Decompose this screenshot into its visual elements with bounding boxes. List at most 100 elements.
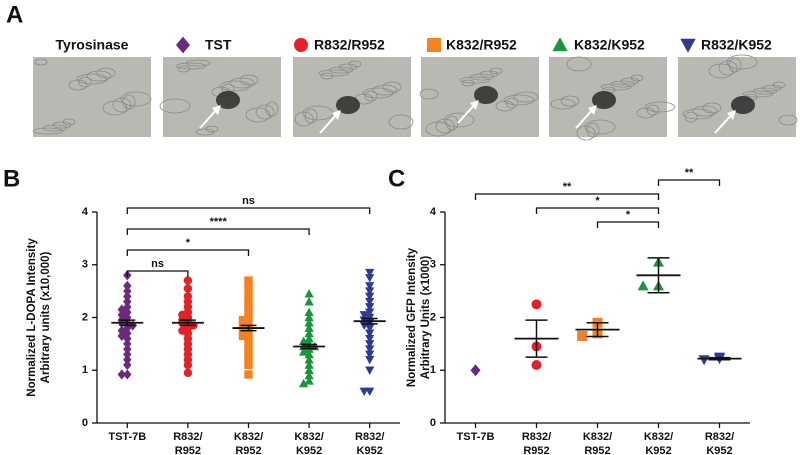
micrograph xyxy=(33,57,151,137)
cell xyxy=(265,101,279,117)
data-point xyxy=(244,302,253,312)
cell xyxy=(120,91,152,107)
legend-label: K832/K952 xyxy=(574,37,645,53)
data-point xyxy=(123,344,132,355)
cell xyxy=(644,101,676,113)
data-point xyxy=(304,355,314,364)
x-tick-label: K952 xyxy=(706,445,732,455)
data-point xyxy=(304,349,314,359)
significance-bracket xyxy=(474,193,660,200)
cell xyxy=(550,98,576,110)
data-point xyxy=(244,318,253,327)
x-tick-label: TST-7B xyxy=(108,431,146,443)
cell xyxy=(255,104,275,120)
cell xyxy=(219,80,251,92)
data-point xyxy=(123,349,132,360)
data-point xyxy=(244,313,253,322)
data-point xyxy=(123,369,132,380)
data-point xyxy=(365,340,375,349)
y-tick-label: 4 xyxy=(82,206,89,218)
x-tick-label: R832/ xyxy=(355,431,384,443)
data-point xyxy=(298,347,309,356)
cell xyxy=(600,83,632,91)
data-point xyxy=(117,309,126,320)
x-tick-label: K952 xyxy=(296,445,322,455)
data-point xyxy=(365,308,375,317)
significance-label: * xyxy=(186,237,191,249)
y-tick-label: 2 xyxy=(82,311,88,323)
y-tick-label: 2 xyxy=(430,311,436,323)
cell xyxy=(229,77,255,89)
data-point xyxy=(365,324,375,333)
data-point xyxy=(244,370,253,379)
data-point xyxy=(238,331,248,341)
x-tick-label: K952 xyxy=(357,445,383,455)
y-tick-label: 1 xyxy=(82,364,88,376)
significance-bracket xyxy=(126,207,371,214)
data-point xyxy=(304,370,314,380)
data-point xyxy=(304,323,314,332)
legend-marker xyxy=(294,38,308,52)
y-axis-title: Arbitrary units (x10,000) xyxy=(40,252,52,384)
y-axis-title: Normalized L-DOPA Intensity xyxy=(26,238,38,397)
melanin xyxy=(731,96,755,114)
data-point xyxy=(117,325,126,336)
y-tick-label: 1 xyxy=(430,364,436,376)
significance-bracket xyxy=(596,221,660,228)
cell xyxy=(86,70,112,82)
data-point xyxy=(365,345,375,354)
arrow-head xyxy=(470,100,479,110)
data-point xyxy=(365,287,375,296)
significance-bracket xyxy=(657,179,721,186)
data-point xyxy=(244,360,253,370)
cell xyxy=(159,98,191,114)
data-point xyxy=(359,311,369,320)
data-point xyxy=(365,334,375,344)
x-tick-label: R952 xyxy=(235,445,261,455)
cell xyxy=(726,54,758,70)
cell xyxy=(684,111,698,123)
cell xyxy=(692,105,718,117)
data-point xyxy=(244,339,253,349)
cell xyxy=(778,114,798,126)
melanin xyxy=(336,96,360,114)
x-tick-label: R952 xyxy=(584,445,610,455)
cell xyxy=(205,125,219,133)
cell xyxy=(718,60,738,76)
data-point xyxy=(244,281,253,291)
cell xyxy=(682,108,714,120)
data-point xyxy=(359,387,369,396)
melanin xyxy=(592,91,616,109)
significance-label: ** xyxy=(685,167,694,179)
data-point xyxy=(123,333,132,344)
significance-label: ns xyxy=(151,258,164,270)
cell xyxy=(78,76,92,88)
cell xyxy=(584,119,616,135)
data-point xyxy=(365,282,375,291)
micrograph xyxy=(678,57,796,137)
data-point xyxy=(531,359,542,370)
y-tick-label: 0 xyxy=(430,417,436,429)
y-axis-title: Normalized GFP Intensity xyxy=(406,247,418,387)
data-point xyxy=(123,296,132,307)
x-tick-label: R832/ xyxy=(522,431,551,443)
data-point xyxy=(365,268,375,278)
data-point xyxy=(123,328,132,339)
cell xyxy=(728,57,742,73)
data-point xyxy=(304,297,314,306)
cell xyxy=(382,81,402,93)
cell xyxy=(742,90,774,98)
data-point xyxy=(531,299,542,310)
data-point xyxy=(238,315,248,325)
arrow-head xyxy=(212,105,221,115)
x-tick-label: K832/ xyxy=(234,431,263,443)
legend-label: R832/R952 xyxy=(314,37,385,53)
data-point xyxy=(183,276,193,285)
cell xyxy=(495,100,515,112)
x-tick-label: R832/ xyxy=(705,431,734,443)
cell xyxy=(364,90,378,102)
x-tick-label: K832/ xyxy=(644,431,673,443)
melanin xyxy=(216,91,240,109)
data-point xyxy=(365,297,375,307)
data-point xyxy=(183,368,193,378)
